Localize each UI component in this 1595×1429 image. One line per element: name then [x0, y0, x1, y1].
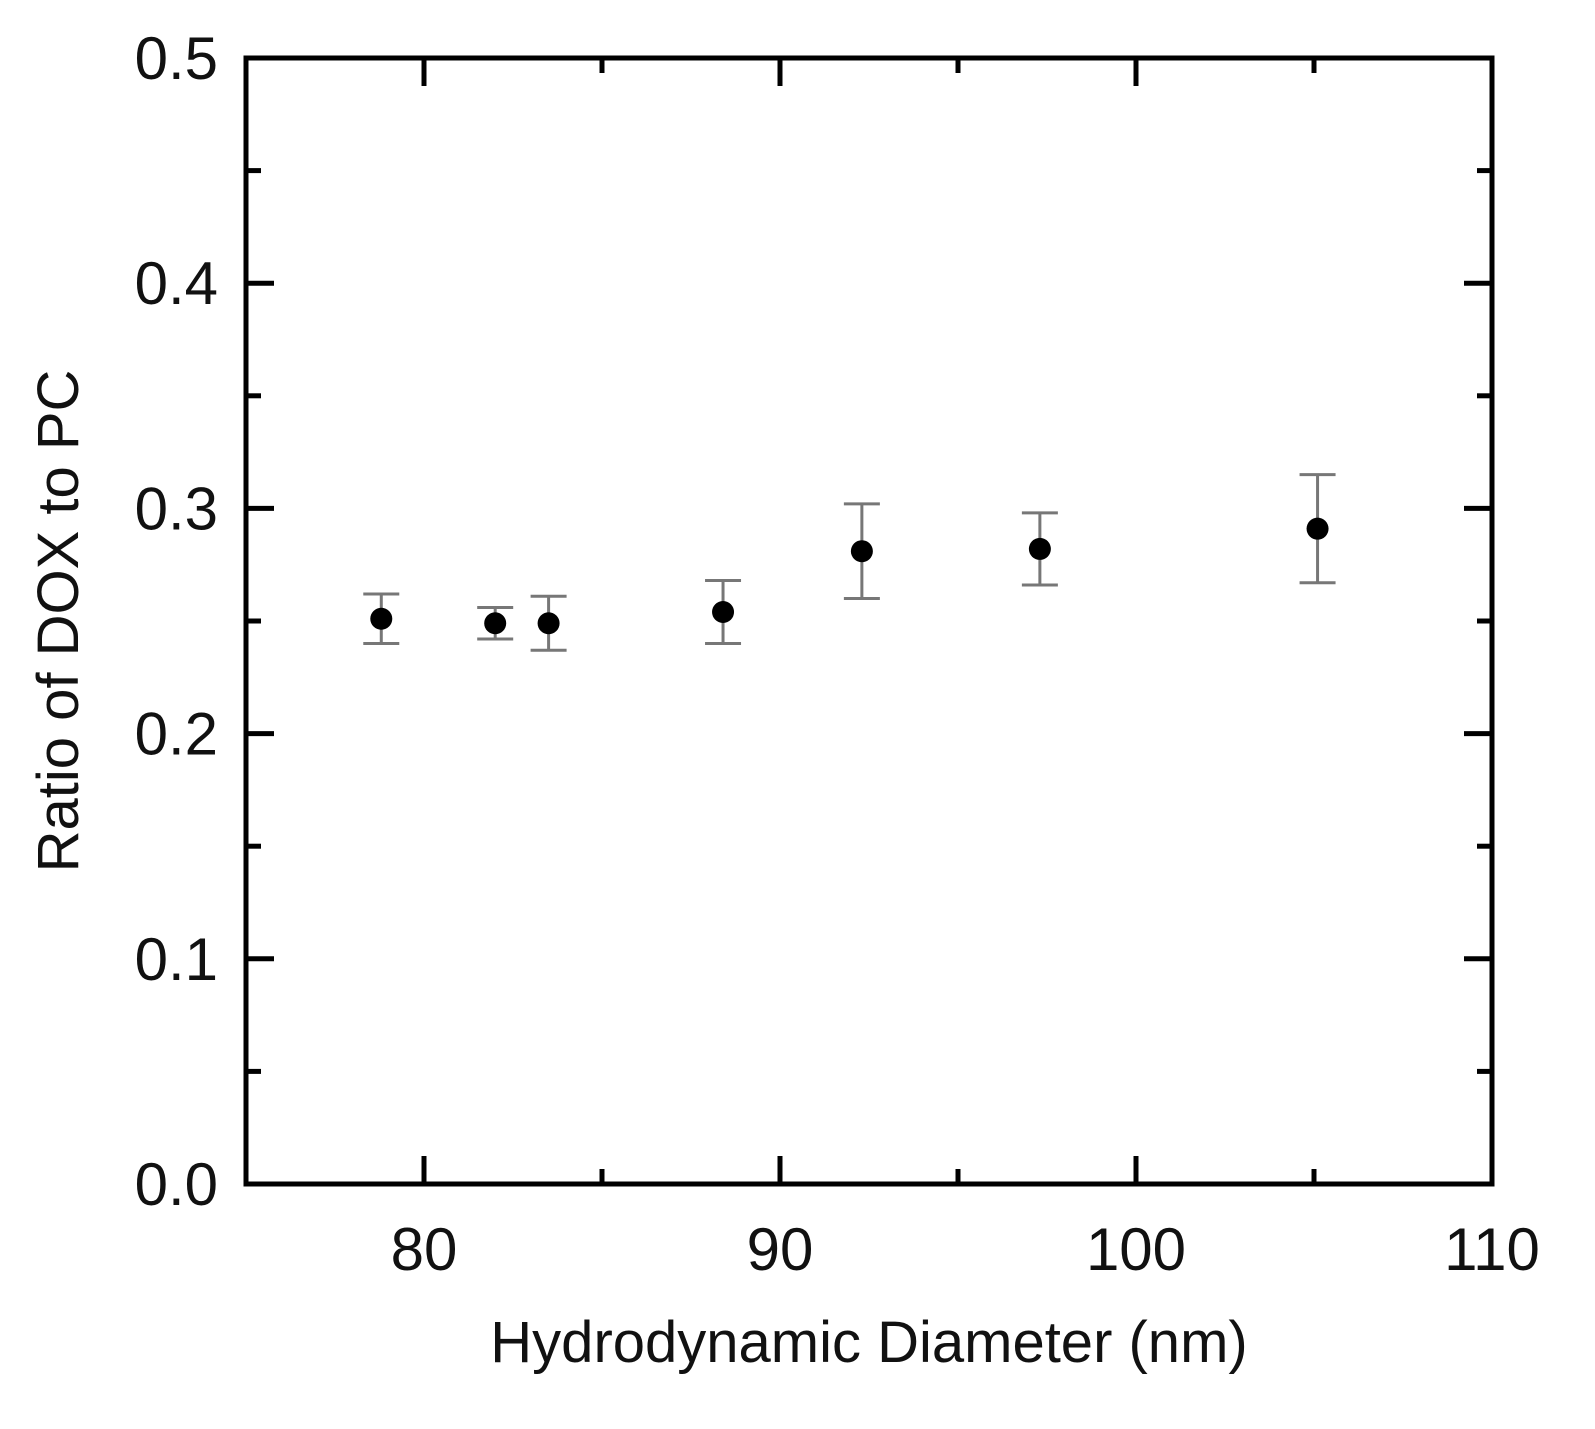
data-point: [1306, 517, 1329, 540]
x-tick-label: 110: [1444, 1216, 1540, 1283]
data-point-group: [477, 605, 514, 641]
x-tick-label: 90: [747, 1216, 814, 1283]
data-point: [537, 612, 560, 635]
y-tick-label: 0.3: [135, 475, 218, 542]
data-point-group: [705, 578, 742, 646]
axis-ticks: [246, 58, 1492, 1184]
data-point: [370, 607, 393, 630]
data-points: [363, 473, 1336, 652]
x-axis-title: Hydrodynamic Diameter (nm): [490, 1310, 1247, 1375]
data-point: [484, 612, 507, 635]
data-point-group: [1021, 511, 1058, 587]
y-tick-label: 0.0: [135, 1151, 218, 1218]
data-point-group: [1299, 473, 1336, 585]
y-tick-label: 0.4: [135, 250, 218, 317]
data-point-group: [843, 502, 880, 600]
x-tick-label: 80: [391, 1216, 458, 1283]
data-point: [1028, 537, 1051, 560]
y-tick-label: 0.2: [135, 701, 218, 768]
axis-tick-labels: 80 90 100 110 0.0 0.1 0.2 0.3 0.4 0.5: [135, 25, 1540, 1283]
data-point: [712, 600, 735, 623]
y-tick-label: 0.1: [135, 926, 218, 993]
data-point: [850, 540, 873, 563]
data-point-group: [363, 592, 400, 646]
x-tick-label: 100: [1086, 1216, 1186, 1283]
y-axis-title: Ratio of DOX to PC: [26, 370, 91, 873]
y-tick-label: 0.5: [135, 25, 218, 92]
plot-frame: [243, 55, 1495, 1187]
data-point-group: [530, 594, 567, 652]
